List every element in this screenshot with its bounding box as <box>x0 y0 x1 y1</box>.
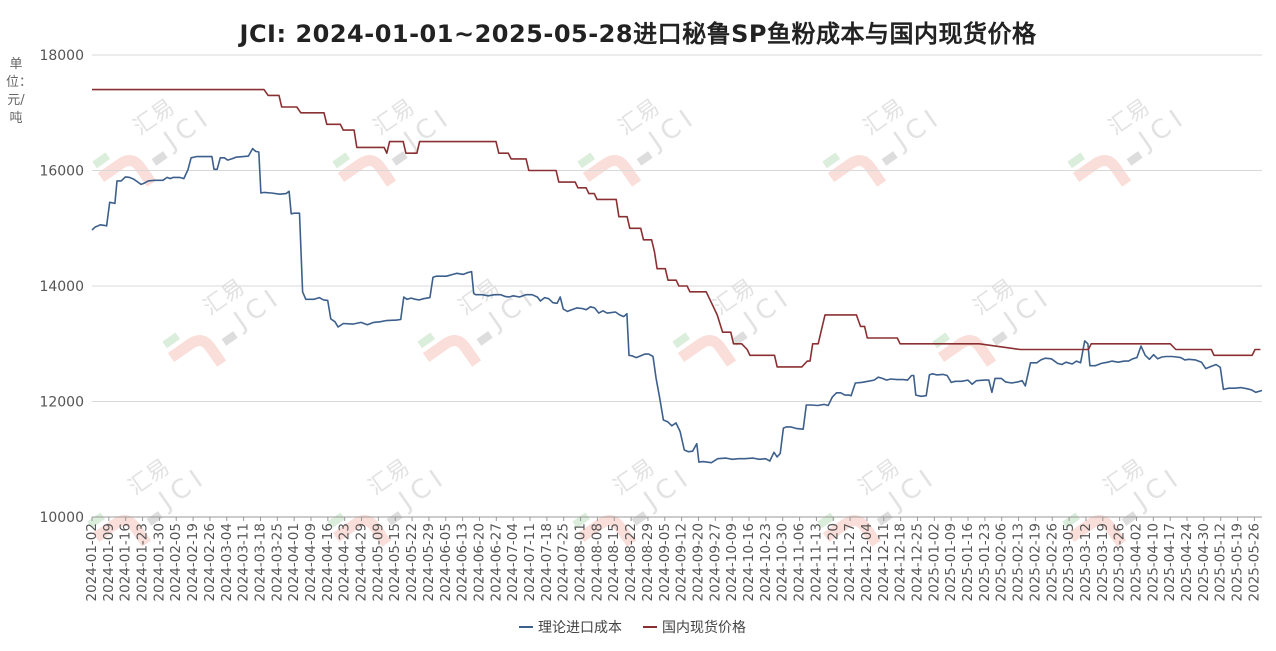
grid-lines <box>92 54 1262 518</box>
x-tick-label: 2024-12-18 <box>893 523 909 601</box>
x-tick-label: 2024-07-18 <box>539 523 555 601</box>
x-tick-label: 2024-08-15 <box>606 523 622 601</box>
x-tick-label: 2024-12-25 <box>909 523 925 601</box>
x-tick-label: 2024-08-08 <box>589 523 605 601</box>
x-tick-label: 2025-05-26 <box>1246 523 1262 601</box>
x-tick-label: 2025-04-30 <box>1196 523 1212 601</box>
x-tick-label: 2024-02-05 <box>168 523 184 601</box>
x-tick-label: 2025-01-16 <box>960 523 976 601</box>
x-tick-label: 2024-02-19 <box>185 523 201 601</box>
x-tick-label: 2024-01-23 <box>135 523 151 601</box>
x-tick-label: 2024-03-04 <box>219 523 235 601</box>
y-tick-label: 10000 <box>39 510 84 526</box>
x-tick-label: 2024-11-13 <box>808 523 824 601</box>
x-tick-label: 2024-07-11 <box>522 523 538 601</box>
x-tick-label: 2025-04-02 <box>1128 523 1144 601</box>
x-tick-label: 2024-11-27 <box>842 523 858 601</box>
x-tick-label: 2024-06-05 <box>438 523 454 601</box>
x-tick-label: 2024-08-29 <box>640 523 656 601</box>
x-tick-label: 2024-11-20 <box>825 523 841 601</box>
x-tick-label: 2024-03-11 <box>236 523 252 601</box>
y-tick-label: 16000 <box>39 164 84 180</box>
x-tick-label: 2025-05-12 <box>1213 523 1229 601</box>
x-tick-label: 2024-04-23 <box>337 523 353 601</box>
x-tick-label: 2024-10-30 <box>775 523 791 601</box>
x-tick-label: 2024-08-22 <box>623 523 639 601</box>
x-tick-label: 2024-07-25 <box>556 523 572 601</box>
x-tick-label: 2024-04-09 <box>303 523 319 601</box>
series-line-theoretical-import-cost <box>91 147 1263 464</box>
x-tick-label: 2025-03-26 <box>1112 523 1128 601</box>
x-tick-label: 2024-12-04 <box>859 523 875 601</box>
legend-label-spot: 国内现货价格 <box>662 619 746 636</box>
x-tick-label: 2024-05-15 <box>387 523 403 601</box>
x-tick-label: 2025-02-19 <box>1027 523 1043 601</box>
x-tick-label: 2025-01-23 <box>977 523 993 601</box>
x-tick-label: 2024-01-16 <box>118 523 134 601</box>
x-tick-label: 2024-02-26 <box>202 523 218 601</box>
x-tick-label: 2024-12-11 <box>876 523 892 601</box>
x-tick-label: 2024-09-12 <box>674 523 690 601</box>
x-tick-label: 2024-06-20 <box>471 523 487 601</box>
y-tick-label: 18000 <box>39 48 84 64</box>
x-tick-label: 2025-05-19 <box>1230 523 1246 601</box>
x-tick-label: 2025-02-06 <box>994 523 1010 601</box>
x-tick-label: 2025-03-12 <box>1078 523 1094 601</box>
y-axis-unit-label: 单位：元/吨 <box>6 57 33 126</box>
x-tick-label: 2025-01-09 <box>943 523 959 601</box>
x-tick-label: 2024-04-29 <box>354 523 370 601</box>
x-tick-label: 2024-11-06 <box>792 523 808 601</box>
x-tick-label: 2025-01-02 <box>926 523 942 601</box>
x-tick-label: 2024-10-23 <box>758 523 774 601</box>
x-tick-label: 2024-08-01 <box>573 523 589 601</box>
x-tick-label: 2024-10-09 <box>724 523 740 601</box>
x-tick-label: 2025-03-19 <box>1095 523 1111 601</box>
y-tick-label: 12000 <box>39 395 84 411</box>
x-tick-label: 2024-01-09 <box>101 523 117 601</box>
x-tick-label: 2024-06-13 <box>455 523 471 601</box>
x-tick-label: 2024-01-30 <box>151 523 167 601</box>
x-tick-label: 2024-09-20 <box>690 523 706 601</box>
x-tick-label: 2024-03-18 <box>252 523 268 601</box>
y-axis-ticks: 10000 12000 14000 16000 18000 <box>39 48 84 526</box>
x-tick-label: 2024-04-16 <box>320 523 336 601</box>
series-lines <box>91 88 1263 464</box>
x-tick-label: 2024-05-22 <box>404 523 420 601</box>
x-tick-label: 2025-02-13 <box>1011 523 1027 601</box>
x-tick-label: 2024-05-09 <box>370 523 386 601</box>
legend: 理论进口成本 国内现货价格 <box>519 619 746 636</box>
y-tick-label: 14000 <box>39 279 84 295</box>
chart-title: JCI: 2024-01-01~2025-05-28进口秘鲁SP鱼粉成本与国内现… <box>239 20 1037 48</box>
x-tick-label: 2024-09-27 <box>707 523 723 601</box>
x-tick-label: 2025-04-24 <box>1179 523 1195 601</box>
x-tick-label: 2024-04-01 <box>286 523 302 601</box>
x-tick-label: 2024-07-04 <box>505 523 521 601</box>
x-tick-label: 2024-06-27 <box>488 523 504 601</box>
x-tick-label: 2025-02-26 <box>1044 523 1060 601</box>
legend-label-cost: 理论进口成本 <box>538 620 622 636</box>
series-line-domestic-spot-price <box>92 88 1261 368</box>
x-tick-label: 2025-03-05 <box>1061 523 1077 601</box>
x-tick-label: 2024-05-29 <box>421 523 437 601</box>
x-tick-label: 2025-04-17 <box>1162 523 1178 601</box>
x-tick-label: 2024-01-02 <box>84 523 100 601</box>
x-axis-ticks: 2024-01-02 2024-01-09 2024-01-16 2024-01-23… <box>84 517 1262 601</box>
x-tick-label: 2025-04-10 <box>1145 523 1161 601</box>
x-tick-label: 2024-09-05 <box>657 523 673 601</box>
x-tick-label: 2024-03-25 <box>269 523 285 601</box>
x-tick-label: 2024-10-16 <box>741 523 757 601</box>
